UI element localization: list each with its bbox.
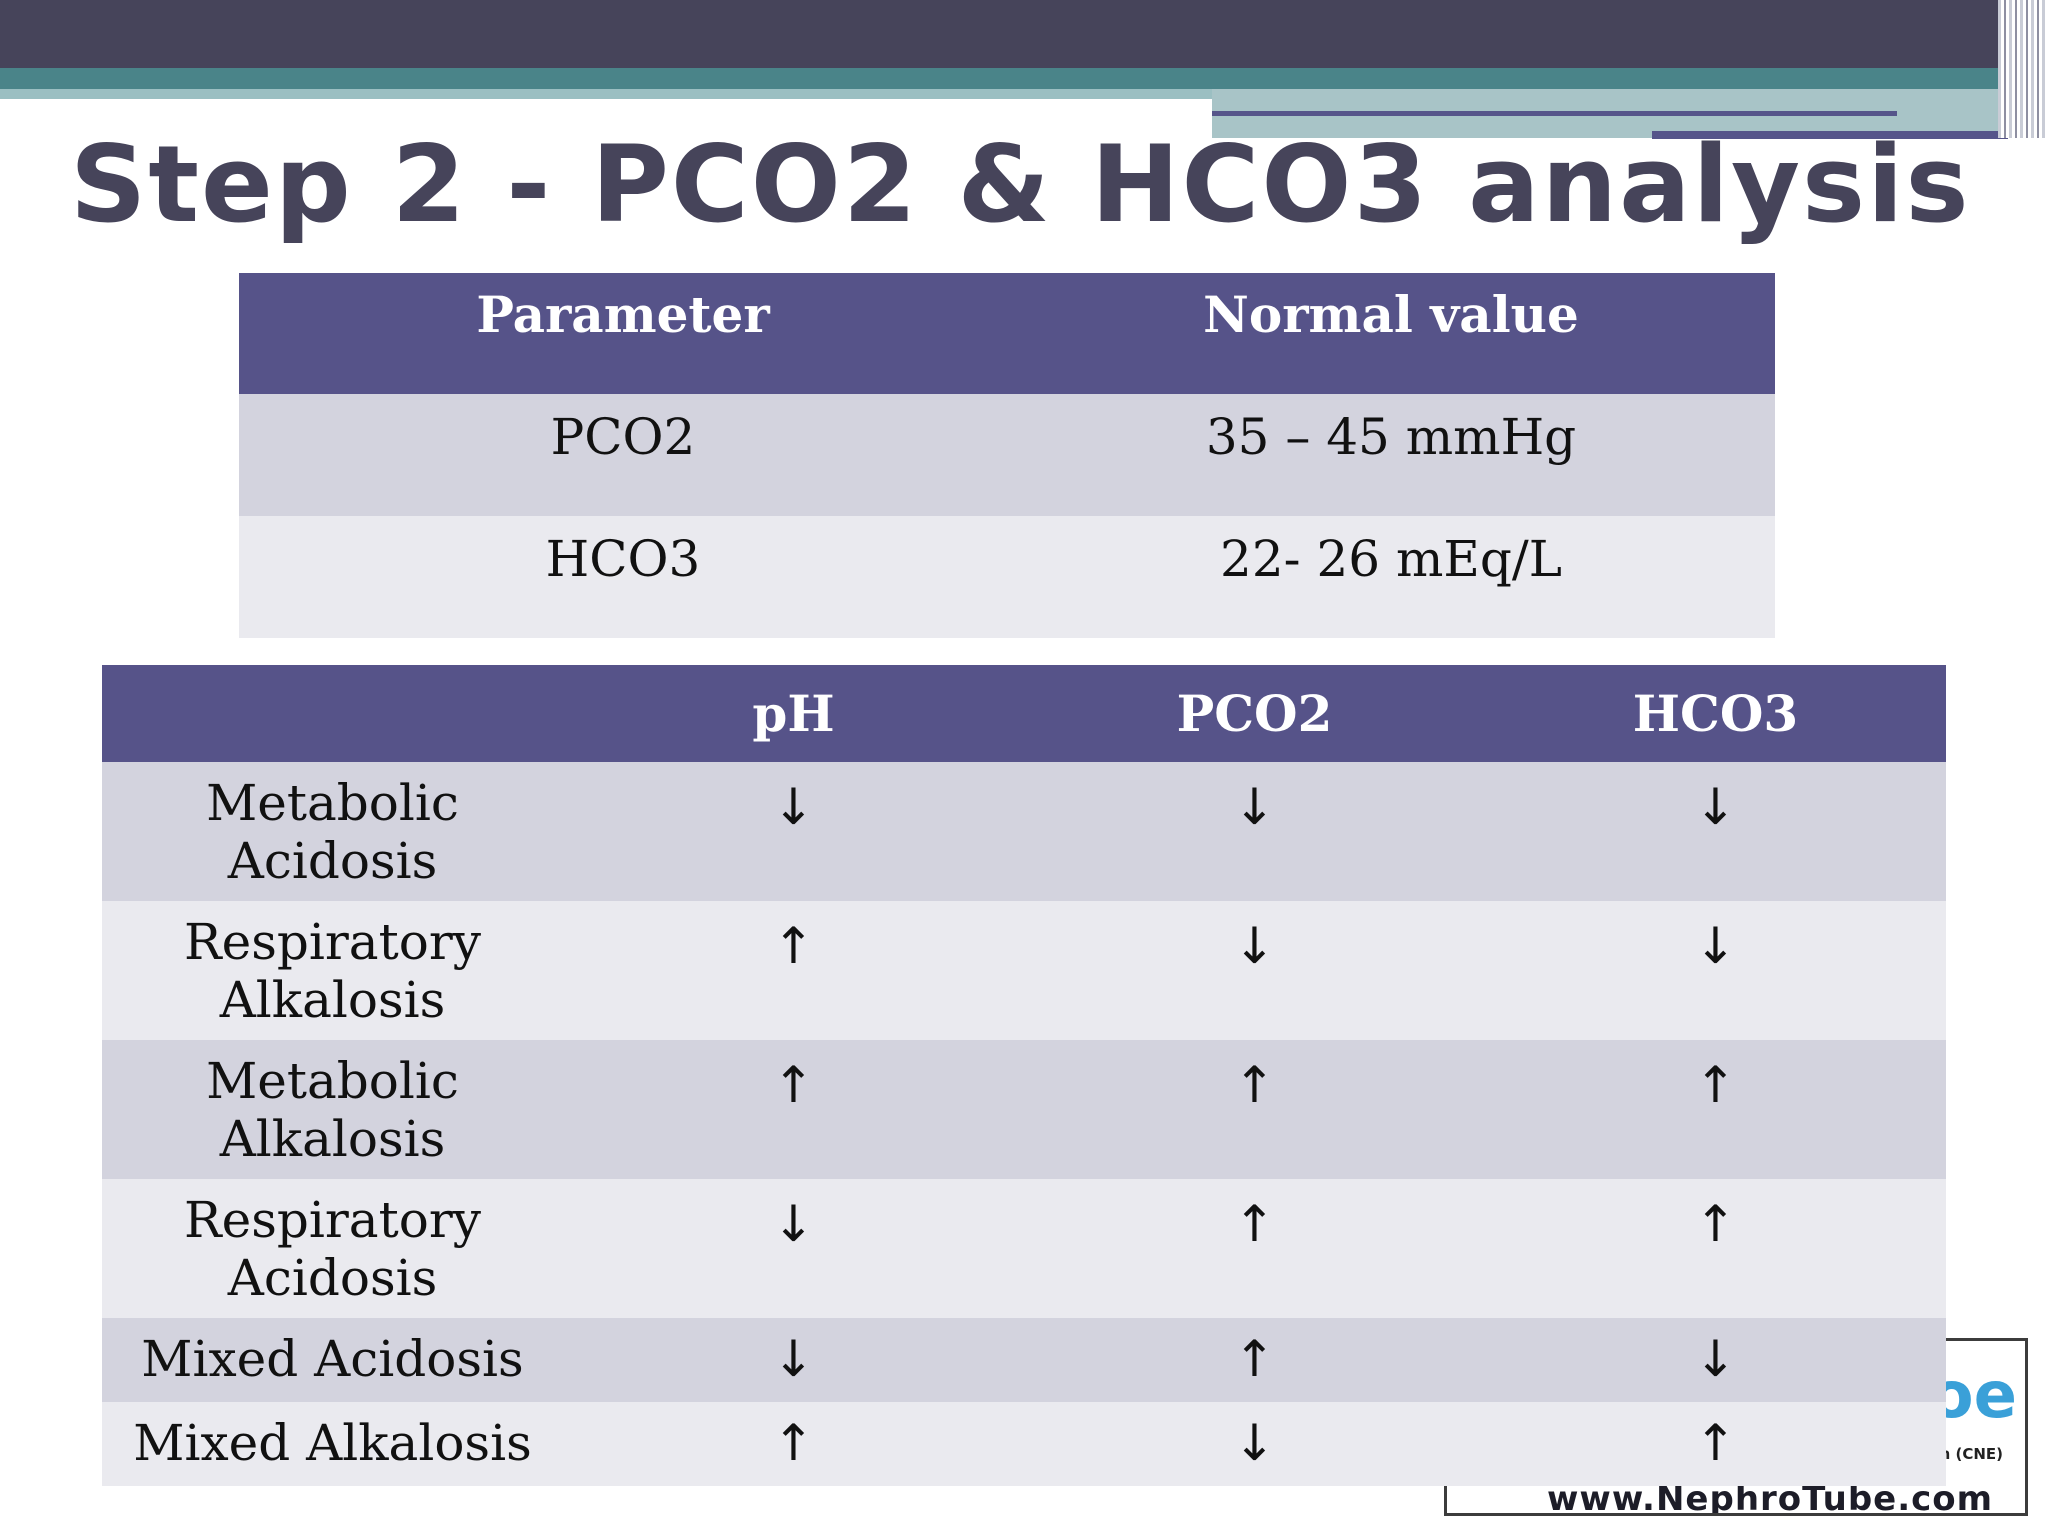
hco3-arrow-icon: ↑ [1485,1179,1946,1318]
pco2-arrow-icon: ↓ [1024,1402,1485,1486]
slide-title: Step 2 - PCO2 & HCO3 analysis [70,123,1971,246]
normal-value-cell: 35 – 45 mmHg [1007,394,1775,516]
pco2-arrow-icon: ↓ [1024,762,1485,901]
header-parameter: Parameter [239,273,1007,394]
table-row: Respiratory Acidosis ↓ ↑ ↑ [102,1179,1946,1318]
parameter-cell: PCO2 [239,394,1007,516]
disorder-name: Respiratory Acidosis [102,1179,563,1318]
ph-arrow-icon: ↓ [563,1318,1024,1402]
table-row: Metabolic Acidosis ↓ ↓ ↓ [102,762,1946,901]
header-hco3: HCO3 [1485,665,1946,762]
top-banner-dark [0,0,2048,68]
disorder-name: Metabolic Acidosis [102,762,563,901]
header-pco2: PCO2 [1024,665,1485,762]
decorative-line [1212,111,1897,116]
pco2-arrow-icon: ↑ [1024,1318,1485,1402]
logo-subtext: n (CNE) [1939,1445,2003,1463]
table-header-row: Parameter Normal value [239,273,1775,394]
normal-values-table: Parameter Normal value PCO2 35 – 45 mmHg… [239,273,1775,638]
ph-arrow-icon: ↓ [563,1179,1024,1318]
table-row: PCO2 35 – 45 mmHg [239,394,1775,516]
disorder-name: Metabolic Alkalosis [102,1040,563,1179]
pco2-arrow-icon: ↑ [1024,1040,1485,1179]
ph-arrow-icon: ↑ [563,901,1024,1040]
hco3-arrow-icon: ↑ [1485,1040,1946,1179]
disorder-name: Mixed Alkalosis [102,1402,563,1486]
normal-value-cell: 22- 26 mEq/L [1007,516,1775,638]
hco3-arrow-icon: ↓ [1485,1318,1946,1402]
pco2-arrow-icon: ↑ [1024,1179,1485,1318]
table-row: Mixed Alkalosis ↑ ↓ ↑ [102,1402,1946,1486]
hco3-arrow-icon: ↓ [1485,762,1946,901]
acid-base-disorders-table: pH PCO2 HCO3 Metabolic Acidosis ↓ ↓ ↓ Res… [102,665,1946,1486]
disorder-name: Respiratory Alkalosis [102,901,563,1040]
decorative-stripes [1998,0,2048,138]
top-banner-teal [0,68,2048,89]
table-header-row: pH PCO2 HCO3 [102,665,1946,762]
ph-arrow-icon: ↑ [563,1040,1024,1179]
parameter-cell: HCO3 [239,516,1007,638]
header-ph: pH [563,665,1024,762]
decorative-line [1652,131,2008,139]
table-row: HCO3 22- 26 mEq/L [239,516,1775,638]
top-banner-light [0,89,1212,99]
ph-arrow-icon: ↓ [563,762,1024,901]
header-disorder [102,665,563,762]
disorder-name: Mixed Acidosis [102,1318,563,1402]
hco3-arrow-icon: ↑ [1485,1402,1946,1486]
table-row: Mixed Acidosis ↓ ↑ ↓ [102,1318,1946,1402]
table-row: Respiratory Alkalosis ↑ ↓ ↓ [102,901,1946,1040]
ph-arrow-icon: ↑ [563,1402,1024,1486]
hco3-arrow-icon: ↓ [1485,901,1946,1040]
header-normal-value: Normal value [1007,273,1775,394]
pco2-arrow-icon: ↓ [1024,901,1485,1040]
table-row: Metabolic Alkalosis ↑ ↑ ↑ [102,1040,1946,1179]
